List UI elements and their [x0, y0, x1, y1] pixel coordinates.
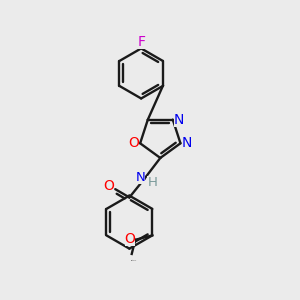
Text: methoxy: methoxy	[131, 260, 137, 261]
Text: N: N	[174, 112, 184, 127]
Text: H: H	[147, 176, 157, 189]
Text: N: N	[182, 136, 192, 150]
Text: N: N	[136, 171, 146, 184]
Text: O: O	[128, 136, 139, 150]
Text: F: F	[137, 35, 145, 49]
Text: O: O	[124, 232, 135, 246]
Text: O: O	[103, 179, 114, 193]
